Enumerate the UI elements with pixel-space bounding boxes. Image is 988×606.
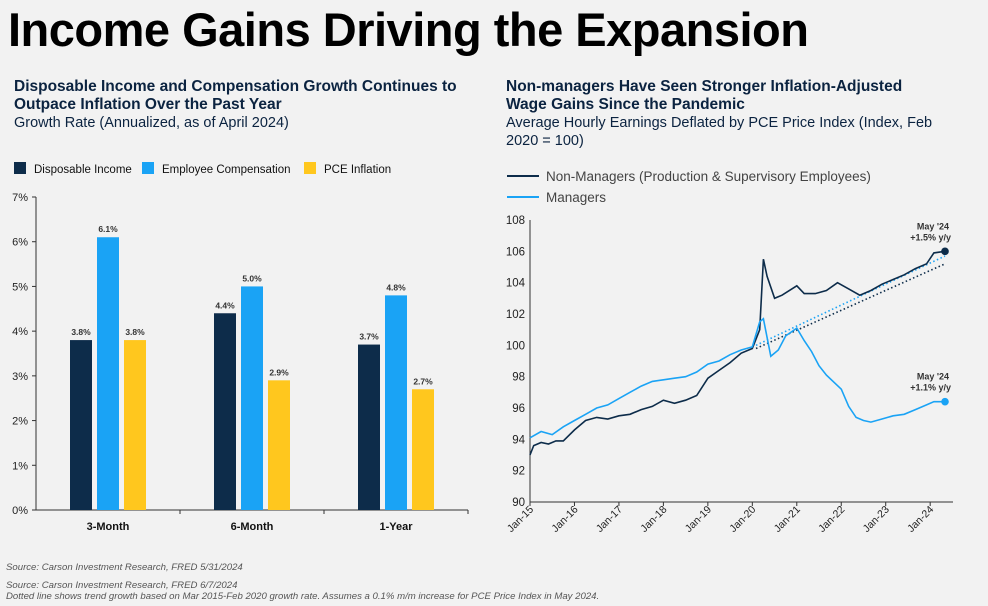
bar <box>214 313 236 510</box>
x-tick-label: 1-Year <box>379 521 413 533</box>
x-tick-label: Jan-19 <box>683 504 714 535</box>
bar <box>70 340 92 510</box>
line-chart-title-line2: Wage Gains Since the Pandemic <box>506 96 745 113</box>
end-label: +1.1% y/y <box>910 383 951 393</box>
end-label: May '24 <box>917 221 949 231</box>
trend-line <box>755 255 946 347</box>
bar-chart: Disposable Income Employee Compensation PC… <box>12 162 469 533</box>
series-end-marker <box>941 247 949 256</box>
data-label: 4.4% <box>215 300 235 310</box>
end-label: +1.5% y/y <box>910 232 951 242</box>
legend-swatch <box>142 162 154 174</box>
y-tick-label: 0% <box>12 505 28 517</box>
y-tick-label: 94 <box>512 434 525 446</box>
y-tick-label: 92 <box>512 466 525 478</box>
data-label: 2.9% <box>269 367 289 377</box>
bar <box>97 237 119 510</box>
x-tick-label: 6-Month <box>231 521 274 533</box>
x-tick-label: Jan-20 <box>727 504 758 535</box>
legend-swatch <box>14 162 26 174</box>
legend-swatch <box>304 162 316 174</box>
y-tick-label: 4% <box>12 326 28 338</box>
y-tick-label: 102 <box>506 309 525 321</box>
x-tick-label: Jan-17 <box>594 504 625 535</box>
x-tick-label: Jan-18 <box>638 504 669 535</box>
series-line <box>529 250 946 456</box>
bar <box>268 380 290 510</box>
legend-label: Non-Managers (Production & Supervisory E… <box>546 169 871 184</box>
x-tick-label: Jan-21 <box>772 504 803 535</box>
legend-label: PCE Inflation <box>324 164 391 176</box>
y-tick-label: 100 <box>506 340 525 352</box>
bar <box>124 340 146 510</box>
trend-footnote: Dotted line shows trend growth based on … <box>6 591 600 602</box>
data-label: 3.8% <box>71 327 91 337</box>
line-chart-title-line1: Non-managers Have Seen Stronger Inflatio… <box>506 78 903 95</box>
page-title: Income Gains Driving the Expansion <box>8 3 809 56</box>
y-tick-label: 3% <box>12 371 28 383</box>
x-tick-label: Jan-16 <box>549 504 580 535</box>
bar <box>241 286 263 510</box>
y-tick-label: 98 <box>512 372 525 384</box>
bar-chart-title-line1: Disposable Income and Compensation Growt… <box>14 78 457 95</box>
bar-chart-title-line2: Outpace Inflation Over the Past Year <box>14 96 282 113</box>
y-tick-label: 106 <box>506 246 525 258</box>
x-tick-label: Jan-23 <box>861 504 892 535</box>
bar <box>358 344 380 510</box>
x-tick-label: 3-Month <box>87 521 130 533</box>
legend-label: Disposable Income <box>34 164 132 176</box>
y-tick-label: 96 <box>512 403 525 415</box>
source-note-left: Source: Carson Investment Research, FRED… <box>6 562 243 573</box>
y-tick-label: 6% <box>12 237 28 249</box>
end-label: May '24 <box>917 372 949 382</box>
series-line <box>529 317 945 439</box>
y-tick-label: 2% <box>12 416 28 428</box>
source-note-right: Source: Carson Investment Research, FRED… <box>6 580 238 591</box>
y-tick-label: 104 <box>506 278 526 290</box>
trend-line <box>755 263 946 350</box>
data-label: 5.0% <box>242 273 262 283</box>
bar <box>412 389 434 510</box>
line-chart-subtitle-line1: Average Hourly Earnings Deflated by PCE … <box>506 115 933 131</box>
legend-label: Managers <box>546 190 606 205</box>
legend-label: Employee Compensation <box>162 164 291 176</box>
x-tick-label: Jan-24 <box>905 504 936 535</box>
data-label: 4.8% <box>386 282 406 292</box>
data-label: 3.8% <box>125 327 145 337</box>
y-tick-label: 108 <box>506 215 525 227</box>
series-end-marker <box>941 397 949 406</box>
bar-chart-subtitle: Growth Rate (Annualized, as of April 202… <box>14 115 289 131</box>
x-tick-label: Jan-22 <box>816 504 847 535</box>
y-tick-label: 90 <box>512 497 525 509</box>
y-tick-label: 7% <box>12 192 28 204</box>
bar <box>385 295 407 510</box>
data-label: 6.1% <box>98 224 118 234</box>
data-label: 2.7% <box>413 376 433 386</box>
line-chart-subtitle-line2: 2020 = 100) <box>506 133 584 149</box>
y-tick-label: 5% <box>12 281 28 293</box>
line-chart: Non-Managers (Production & Supervisory E… <box>505 169 953 535</box>
data-label: 3.7% <box>359 332 379 342</box>
y-tick-label: 1% <box>12 460 28 472</box>
